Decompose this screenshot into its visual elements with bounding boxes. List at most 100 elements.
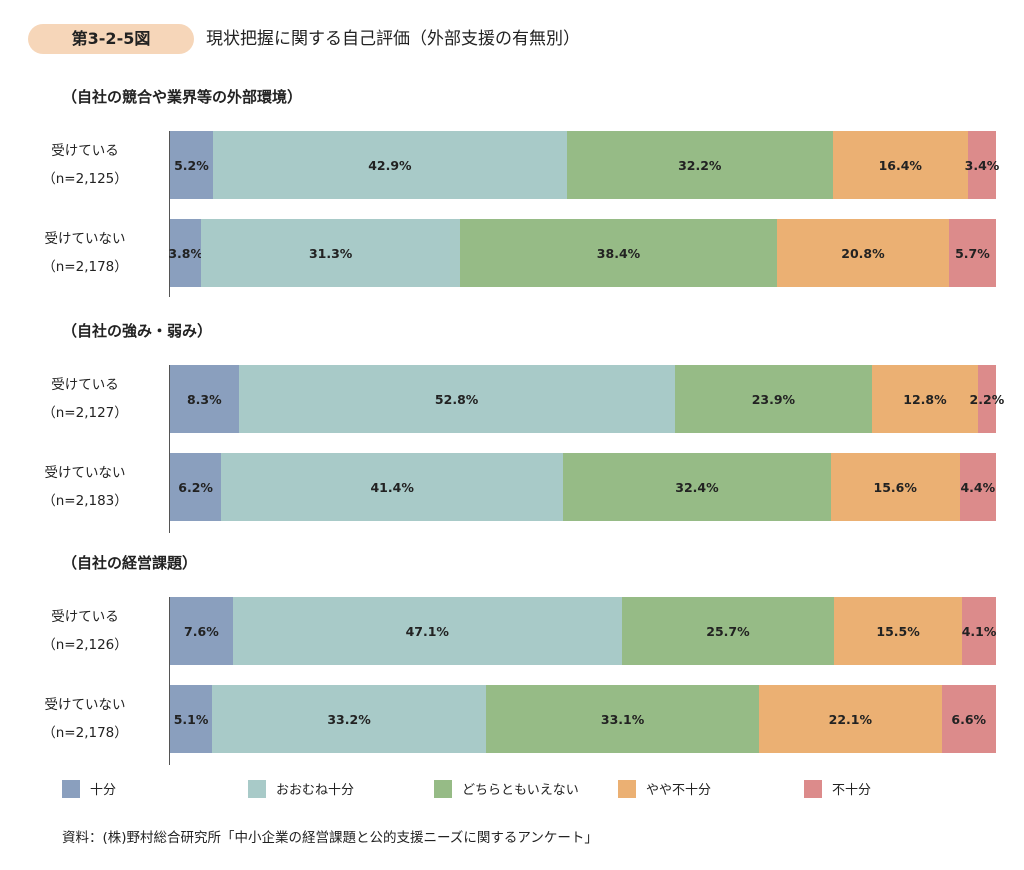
legend-item: おおむね十分 (248, 779, 354, 798)
row-label-n: （n=2,178） (42, 259, 128, 275)
legend: 十分 おおむね十分 どちらともいえない やや不十分 不十分 (62, 779, 962, 799)
row-label: 受けている （n=2,125） (10, 137, 160, 193)
data-label: 32.4% (675, 479, 719, 495)
data-label: 15.5% (876, 623, 920, 639)
data-label: 42.9% (368, 157, 412, 173)
figure-title: 現状把握に関する自己評価（外部支援の有無別） (206, 29, 580, 49)
stacked-bar: 5.2% 42.9% 32.2% 16.4% 3.4% (170, 131, 999, 199)
bar-segment-十分: 5.2% (170, 131, 213, 199)
bar-segment-やや不十分: 12.8% (872, 365, 978, 433)
data-label: 23.9% (751, 391, 796, 407)
data-label: 32.2% (678, 157, 722, 173)
data-label: 6.6% (951, 711, 987, 727)
bar-segment-やや不十分: 20.8% (777, 219, 949, 287)
data-label: 33.2% (327, 711, 371, 727)
row-label: 受けていない （n=2,178） (10, 691, 160, 747)
bar-segment-おおむね十分: 31.3% (201, 219, 460, 287)
row-label-n: （n=2,183） (42, 493, 128, 509)
data-label: 4.4% (960, 479, 996, 495)
row-label-group: 受けていない (44, 697, 126, 713)
legend-label: どちらともいえない (462, 783, 579, 798)
bar-segment-十分: 6.2% (170, 453, 222, 521)
row-label: 受けている （n=2,127） (10, 371, 160, 427)
bar-segment-不十分: 4.4% (959, 453, 996, 521)
bar-segment-どちらともいえない: 25.7% (621, 597, 835, 665)
stacked-bar: 3.8% 31.3% 38.4% 20.8% 5.7% (168, 219, 996, 287)
bar-segment-おおむね十分: 47.1% (232, 597, 622, 665)
legend-swatch (62, 779, 80, 798)
data-label: 5.7% (955, 245, 990, 261)
bar-segment-不十分: 2.2% (970, 365, 1004, 433)
row-label-n: （n=2,126） (42, 637, 128, 653)
data-label: 22.1% (828, 711, 873, 727)
data-label: 20.8% (841, 245, 885, 261)
data-label: 4.1% (961, 623, 997, 639)
bar-segment-不十分: 4.1% (962, 597, 996, 665)
stacked-bar: 6.2% 41.4% 32.4% 15.6% 4.4% (170, 453, 996, 521)
data-label: 8.3% (186, 391, 222, 407)
data-label: 5.1% (173, 711, 209, 727)
data-label: 25.7% (706, 623, 750, 639)
data-label: 12.8% (903, 391, 947, 407)
data-label: 3.8% (168, 245, 204, 261)
bar-segment-やや不十分: 22.1% (759, 685, 942, 753)
bar-segment-やや不十分: 15.6% (830, 453, 960, 521)
legend-item: やや不十分 (618, 779, 711, 798)
row-label-n: （n=2,127） (42, 405, 128, 421)
data-label: 31.3% (308, 245, 353, 261)
data-label: 52.8% (434, 391, 479, 407)
row-label: 受けている （n=2,126） (10, 603, 160, 659)
data-label: 38.4% (596, 245, 641, 261)
bar-segment-どちらともいえない: 38.4% (459, 219, 778, 287)
bar-segment-どちらともいえない: 23.9% (674, 365, 873, 433)
data-label: 6.2% (178, 479, 213, 495)
stacked-bar: 8.3% 52.8% 23.9% 12.8% 2.2% (170, 365, 1004, 433)
row-label-group: 受けている (51, 143, 119, 159)
legend-item: どちらともいえない (434, 779, 579, 798)
row-label-group: 受けている (51, 609, 119, 625)
data-label: 15.6% (873, 479, 917, 495)
bar-segment-どちらともいえない: 32.4% (563, 453, 831, 521)
legend-item: 不十分 (804, 779, 871, 798)
legend-swatch (248, 779, 266, 798)
bar-segment-おおむね十分: 52.8% (238, 365, 675, 433)
bar-segment-おおむね十分: 41.4% (221, 453, 564, 521)
bar-segment-不十分: 6.6% (941, 685, 996, 753)
bar-segment-不十分: 5.7% (948, 219, 996, 287)
y-axis-line (169, 597, 170, 765)
row-label-n: （n=2,178） (42, 725, 128, 741)
bar-segment-十分: 5.1% (170, 685, 213, 753)
bar-segment-どちらともいえない: 32.2% (566, 131, 833, 199)
data-label: 5.2% (174, 157, 209, 173)
data-label: 2.2% (969, 391, 1005, 407)
legend-label: 十分 (90, 783, 117, 798)
stacked-bar: 7.6% 47.1% 25.7% 15.5% 4.1% (170, 597, 996, 665)
group-title: （自社の経営課題） (62, 554, 198, 572)
row-label-n: （n=2,125） (42, 171, 128, 187)
group-title: （自社の強み・弱み） (62, 322, 213, 340)
bar-segment-不十分: 3.4% (965, 131, 999, 199)
legend-swatch (434, 779, 452, 798)
y-axis-line (169, 131, 170, 297)
bar-segment-おおむね十分: 42.9% (212, 131, 567, 199)
row-label-group: 受けている (51, 377, 119, 393)
legend-label: 不十分 (832, 783, 872, 798)
legend-label: やや不十分 (646, 783, 712, 798)
data-label: 47.1% (405, 623, 449, 639)
row-label-group: 受けていない (44, 465, 126, 481)
stacked-bar: 5.1% 33.2% 33.1% 22.1% 6.6% (170, 685, 996, 753)
bar-segment-おおむね十分: 33.2% (212, 685, 487, 753)
bar-segment-十分: 8.3% (170, 365, 239, 433)
source-note: 資料：(株)野村総合研究所「中小企業の経営課題と公的支援ニーズに関するアンケート… (62, 830, 598, 846)
data-label: 41.4% (370, 479, 414, 495)
bar-segment-やや不十分: 16.4% (832, 131, 968, 199)
row-label-group: 受けていない (44, 231, 126, 247)
bar-segment-どちらともいえない: 33.1% (486, 685, 760, 753)
legend-item: 十分 (62, 779, 116, 798)
data-label: 33.1% (600, 711, 645, 727)
data-label: 3.4% (964, 157, 1000, 173)
bar-segment-十分: 7.6% (170, 597, 233, 665)
legend-swatch (618, 779, 636, 798)
y-axis-line (169, 365, 170, 533)
